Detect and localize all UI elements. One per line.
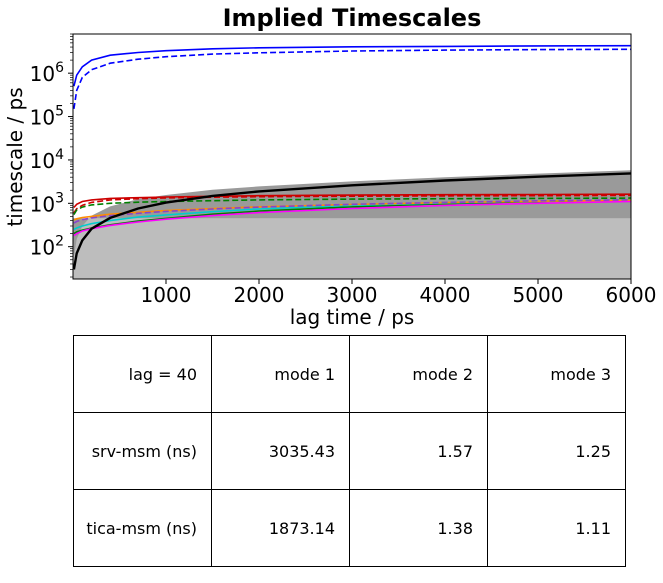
table-cell: 3035.43 bbox=[211, 412, 350, 490]
table-cell: srv-msm (ns) bbox=[73, 412, 212, 490]
table-cell: 1.57 bbox=[349, 412, 488, 490]
shaded-band bbox=[73, 170, 631, 257]
table-cell: mode 1 bbox=[211, 335, 350, 413]
table-row: srv-msm (ns) 3035.43 1.57 1.25 bbox=[73, 412, 626, 490]
y-tick-label: 105 bbox=[30, 104, 64, 130]
table-cell: tica-msm (ns) bbox=[73, 489, 212, 567]
plot-area bbox=[73, 44, 631, 279]
x-tick-label: 6000 bbox=[606, 283, 657, 307]
table-cell: 1.25 bbox=[487, 412, 626, 490]
y-tick-label: 102 bbox=[30, 234, 64, 260]
x-tick-label: 3000 bbox=[327, 283, 378, 307]
table-cell: 1.11 bbox=[487, 489, 626, 567]
x-axis-label: lag time / ps bbox=[290, 305, 415, 329]
table-cell: mode 3 bbox=[487, 335, 626, 413]
y-tick-label: 103 bbox=[30, 190, 64, 216]
x-axis-ticks: 1000 2000 3000 4000 5000 6000 bbox=[141, 279, 657, 307]
table-cell: lag = 40 bbox=[73, 335, 212, 413]
cutoff-region bbox=[73, 218, 631, 279]
table-cell: mode 2 bbox=[349, 335, 488, 413]
table-header-row: lag = 40 mode 1 mode 2 mode 3 bbox=[73, 335, 626, 413]
implied-timescales-chart: Implied Timescales 1000 2000 3000 4000 5000 6… bbox=[3, 4, 657, 329]
x-tick-label: 1000 bbox=[141, 283, 192, 307]
x-tick-label: 4000 bbox=[420, 283, 471, 307]
series-line-3 bbox=[73, 193, 631, 209]
series-line-2 bbox=[73, 48, 631, 110]
chart-title: Implied Timescales bbox=[223, 4, 482, 32]
y-axis-label: timescale / ps bbox=[3, 87, 27, 226]
y-axis-ticks: 102 103 104 105 106 bbox=[30, 33, 73, 278]
series-group bbox=[73, 44, 631, 270]
y-tick-label: 106 bbox=[30, 60, 64, 86]
x-tick-label: 2000 bbox=[234, 283, 285, 307]
table-cell: 1873.14 bbox=[211, 489, 350, 567]
table-cell: 1.38 bbox=[349, 489, 488, 567]
series-line-10 bbox=[73, 199, 631, 224]
series-line-4 bbox=[73, 194, 631, 214]
table-row: tica-msm (ns) 1873.14 1.38 1.11 bbox=[73, 489, 626, 567]
results-table: lag = 40 mode 1 mode 2 mode 3 srv-msm (n… bbox=[73, 335, 626, 567]
series-line-1 bbox=[73, 44, 631, 87]
y-tick-label: 104 bbox=[30, 147, 64, 173]
x-tick-label: 5000 bbox=[513, 283, 564, 307]
series-line-9 bbox=[73, 200, 631, 237]
series-line-11 bbox=[73, 172, 631, 270]
